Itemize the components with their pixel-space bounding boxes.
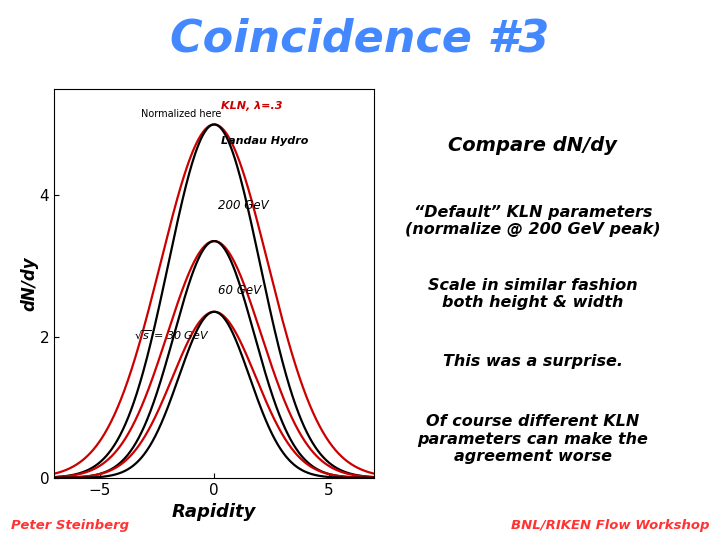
Text: Landau Hydro: Landau Hydro <box>220 136 308 146</box>
Text: KLN, λ=.3: KLN, λ=.3 <box>220 101 282 111</box>
Text: Of course different KLN
parameters can make the
agreement worse: Of course different KLN parameters can m… <box>418 414 648 464</box>
Text: $\sqrt{s}$ = 30 GeV: $\sqrt{s}$ = 30 GeV <box>134 329 210 342</box>
Y-axis label: dN/dy: dN/dy <box>20 256 38 311</box>
Text: This was a surprise.: This was a surprise. <box>443 354 623 369</box>
Text: 200 GeV: 200 GeV <box>218 199 269 212</box>
X-axis label: Rapidity: Rapidity <box>172 503 256 521</box>
Text: Peter Steinberg: Peter Steinberg <box>11 518 129 532</box>
Text: 60 GeV: 60 GeV <box>218 284 261 297</box>
Text: “Default” KLN parameters
(normalize @ 200 GeV peak): “Default” KLN parameters (normalize @ 20… <box>405 205 661 237</box>
Text: Compare dN/dy: Compare dN/dy <box>449 136 617 155</box>
Text: Coincidence #3: Coincidence #3 <box>171 18 549 60</box>
Text: Normalized here: Normalized here <box>141 110 221 119</box>
Text: BNL/RIKEN Flow Workshop: BNL/RIKEN Flow Workshop <box>510 518 709 532</box>
Text: Scale in similar fashion
both height & width: Scale in similar fashion both height & w… <box>428 278 638 310</box>
